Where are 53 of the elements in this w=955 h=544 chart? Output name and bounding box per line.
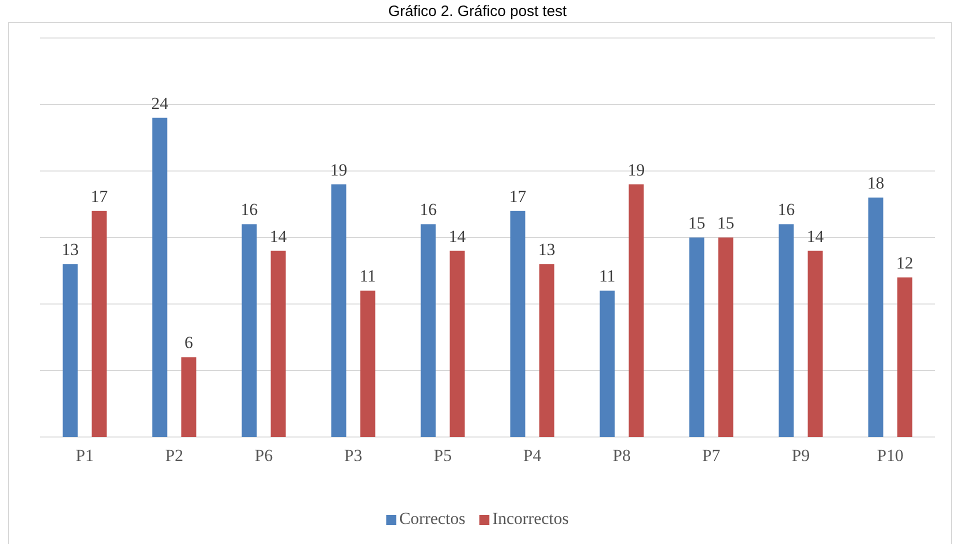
data-label: 13 <box>538 240 556 260</box>
x-tick-label: P7 <box>702 446 721 466</box>
bar <box>62 264 78 437</box>
bar <box>331 184 346 437</box>
bar <box>450 250 465 437</box>
bar <box>808 250 823 437</box>
x-tick-label: P8 <box>612 446 631 466</box>
bar <box>718 238 734 437</box>
x-tick-label: P10 <box>877 446 904 466</box>
bar <box>600 290 615 437</box>
data-label: 24 <box>151 94 169 113</box>
bar <box>628 184 644 437</box>
data-label: 16 <box>240 200 258 220</box>
x-tick-label: P3 <box>344 446 362 466</box>
data-label: 14 <box>806 226 824 246</box>
data-label: 15 <box>717 214 734 232</box>
data-label: 6 <box>184 333 193 352</box>
bar <box>152 118 168 437</box>
data-label: 11 <box>360 266 376 286</box>
data-label: 17 <box>90 186 108 206</box>
bar <box>897 277 912 437</box>
data-label: 18 <box>867 174 884 193</box>
x-tick-label: P1 <box>76 446 94 466</box>
x-tick-label: P2 <box>165 446 184 466</box>
bar <box>510 210 526 437</box>
bar <box>242 224 257 437</box>
data-label: 16 <box>778 200 795 220</box>
x-tick-label: P4 <box>523 446 542 466</box>
x-tick-label: P6 <box>254 446 273 466</box>
bar <box>181 357 196 437</box>
bar <box>539 264 554 437</box>
chart-title: Gráfico 2. Gráfico post test <box>388 3 568 20</box>
bar <box>778 224 794 437</box>
data-label: 16 <box>420 200 437 220</box>
legend-label: Incorrectos <box>492 509 569 528</box>
data-label: 14 <box>448 226 466 246</box>
bar <box>868 198 884 437</box>
data-label: 13 <box>62 240 79 260</box>
x-tick-label: P5 <box>434 446 452 466</box>
bar <box>92 210 107 437</box>
x-tick-label: P9 <box>792 446 810 466</box>
data-label: 19 <box>330 160 348 180</box>
data-label: 19 <box>628 160 645 180</box>
data-label: 14 <box>270 226 288 246</box>
data-label: 17 <box>509 186 527 206</box>
bar <box>689 238 704 437</box>
bar <box>360 290 376 437</box>
data-label: 11 <box>599 266 616 286</box>
bar <box>270 250 286 437</box>
data-label: 12 <box>896 253 914 272</box>
legend-label: Correctos <box>399 509 466 528</box>
data-label: 15 <box>688 214 706 232</box>
bar <box>420 224 436 437</box>
